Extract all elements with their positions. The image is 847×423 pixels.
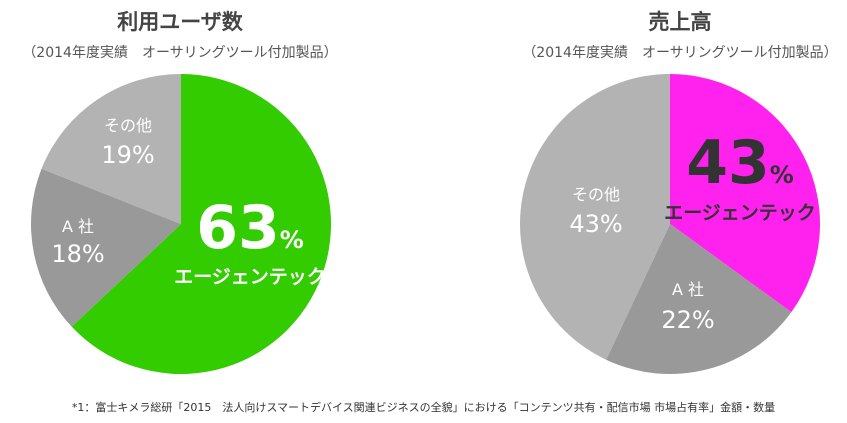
pie-percent-number: 63: [196, 193, 280, 263]
pie-percent-unit: %: [280, 226, 304, 254]
pie-chart-users: 利用ユーザ数 （2014年度実績 オーサリングツール付加製品） 63% エージェン…: [0, 0, 420, 380]
pie-slice-name: その他: [104, 116, 152, 135]
pie-percent-unit: %: [770, 161, 794, 189]
pie-percent-label: 43%: [686, 128, 794, 198]
pie-percent-label: 22%: [661, 306, 714, 334]
pie-slice-name: A 社: [62, 217, 94, 236]
pie-percent-number: 43: [686, 128, 770, 198]
footnote: *1：富士キメラ総研「2015 法人向けスマートデバイス関連ビジネスの全貌」にお…: [71, 401, 776, 414]
pie-slice-0: [71, 74, 332, 374]
pie-slice-1: [606, 224, 792, 374]
pie-slice-name: その他: [572, 185, 620, 204]
pie-slice-2: [520, 74, 670, 360]
pie-percent-label: 18%: [51, 240, 104, 268]
pie-slice-name: エージェンテック: [174, 266, 326, 288]
pie-percent-label: 19%: [101, 141, 154, 169]
chart-subtitle: （2014年度実績 オーサリングツール付加製品）: [22, 45, 338, 61]
pie-slice-0: [670, 74, 820, 313]
chart-subtitle: （2014年度実績 オーサリングツール付加製品）: [522, 45, 838, 61]
pie-slice-name: エージェンテック: [664, 202, 816, 224]
pie-percent-label: 43%: [569, 210, 622, 238]
pie-percent-label: 63%: [196, 193, 304, 263]
pie-svg: 43% エージェンテック A 社 22% その他 43%: [520, 74, 820, 374]
chart-title: 利用ユーザ数: [117, 10, 243, 34]
pie-slice-2: [41, 74, 182, 224]
pie-slice-1: [30, 168, 182, 327]
chart-title: 売上高: [648, 10, 712, 34]
pie-chart-revenue: 売上高 （2014年度実績 オーサリングツール付加製品） 43% エージェンテック…: [420, 0, 840, 380]
pie-svg: 63% エージェンテック A 社 18% その他 19%: [30, 74, 332, 374]
pie-slice-name: A 社: [672, 280, 704, 299]
